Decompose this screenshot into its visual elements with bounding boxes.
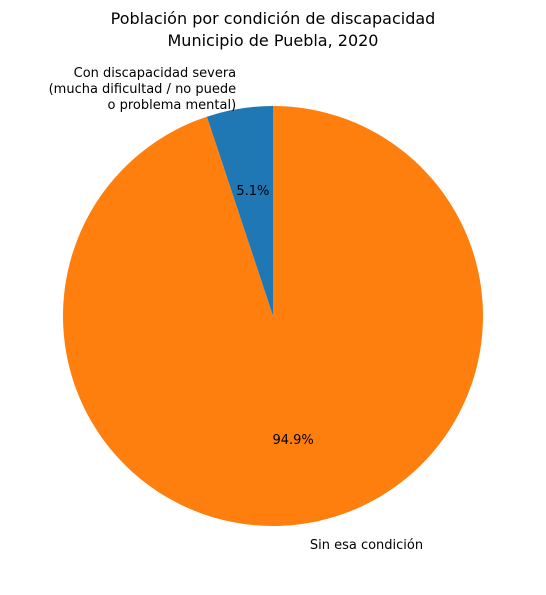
slice-without-condition-category-label: Sin esa condición [310, 538, 423, 553]
pie-slices [62, 106, 484, 526]
slice-without-condition [62, 106, 484, 526]
slice-without-condition-percent-label: 94.9% [272, 433, 313, 448]
pie-labels: 5.1% Con discapacidad severa (mucha dificu… [49, 66, 424, 553]
slice-severe-disability-category-label: Con discapacidad severa (mucha dificultad… [49, 66, 237, 113]
slice-severe-disability [206, 106, 273, 316]
slice-severe-disability-percent-label: 5.1% [236, 184, 269, 199]
chart-title-line-1: Población por condición de discapacidad [111, 9, 436, 28]
chart-title-line-2: Municipio de Puebla, 2020 [168, 31, 379, 50]
